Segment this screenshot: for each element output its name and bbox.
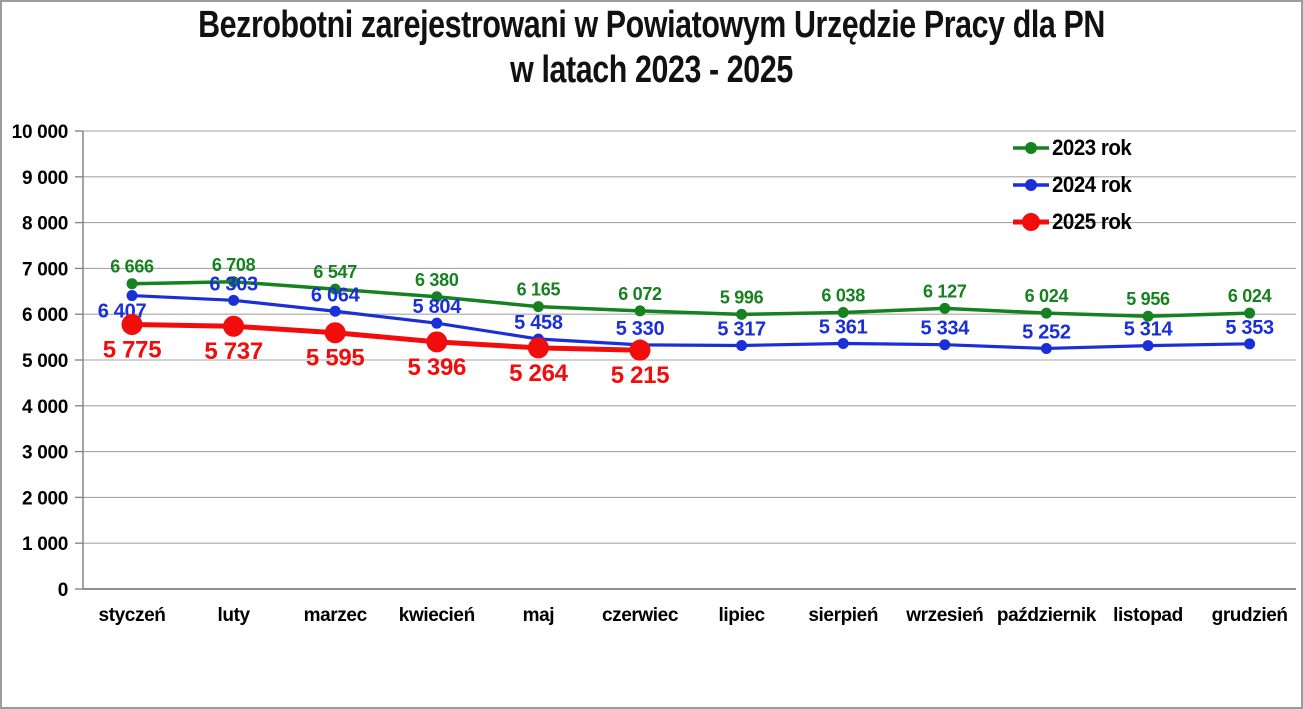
data-label-2023-rok: 6 666 xyxy=(110,257,154,277)
data-label-2023-rok: 6 547 xyxy=(313,262,357,282)
x-axis-label: grudzień xyxy=(1212,605,1288,626)
data-label-2024-rok: 5 317 xyxy=(717,318,766,340)
legend-label: 2023 rok xyxy=(1052,134,1132,160)
x-axis-label: październik xyxy=(997,605,1097,626)
data-point-2023-rok xyxy=(431,291,443,303)
x-axis-label: styczeń xyxy=(99,605,166,626)
data-label-2023-rok: 6 127 xyxy=(923,281,967,301)
data-point-2024-rok xyxy=(126,290,138,302)
legend-marker-line-dot-icon xyxy=(1013,178,1049,191)
data-point-2023-rok xyxy=(228,276,240,288)
data-point-2023-rok xyxy=(1142,310,1154,322)
data-point-2025-rok xyxy=(527,337,549,359)
data-label-2024-rok: 6 064 xyxy=(311,284,361,306)
chart-title-line2: w latach 2023 - 2025 xyxy=(510,49,793,91)
data-label-2024-rok: 5 458 xyxy=(514,312,563,334)
data-point-2024-rok xyxy=(837,337,849,349)
data-label-2024-rok: 5 330 xyxy=(616,318,665,340)
y-axis-label: 6 000 xyxy=(22,305,68,326)
data-label-2023-rok: 6 380 xyxy=(415,270,459,290)
y-axis-label: 0 xyxy=(58,580,68,601)
data-label-2025-rok: 5 737 xyxy=(204,338,263,365)
data-point-2025-rok xyxy=(629,339,651,361)
y-axis-label: 9 000 xyxy=(22,168,68,189)
data-label-2024-rok: 5 252 xyxy=(1022,321,1071,343)
data-label-2023-rok: 6 165 xyxy=(517,280,561,300)
data-label-2024-rok: 5 361 xyxy=(819,316,868,338)
y-axis-label: 5 000 xyxy=(22,351,68,372)
x-axis-label: luty xyxy=(218,605,251,626)
data-point-2025-rok xyxy=(324,322,346,344)
data-point-2023-rok xyxy=(329,283,341,295)
chart-title-line1: Bezrobotni zarejestrowani w Powiatowym U… xyxy=(198,4,1105,46)
data-label-2024-rok: 5 334 xyxy=(921,318,971,340)
data-label-2023-rok: 6 708 xyxy=(212,255,256,275)
data-point-2023-rok xyxy=(634,305,646,317)
data-label-2025-rok: 5 264 xyxy=(509,360,569,387)
x-axis-label: kwiecień xyxy=(399,605,475,626)
chart-legend: 2023 rok 2024 rok 2025 rok xyxy=(1012,129,1137,240)
x-axis-label: listopad xyxy=(1113,605,1183,626)
data-point-2023-rok xyxy=(126,278,138,290)
data-point-2024-rok xyxy=(939,339,951,351)
data-point-2024-rok xyxy=(228,294,240,306)
y-axis-label: 3 000 xyxy=(22,443,68,464)
data-point-2024-rok xyxy=(329,305,341,317)
data-point-2023-rok xyxy=(1040,307,1052,319)
data-point-2024-rok xyxy=(1142,340,1154,352)
data-point-2024-rok xyxy=(736,339,748,351)
x-axis-label: lipiec xyxy=(719,605,766,626)
data-label-2023-rok: 5 956 xyxy=(1126,289,1170,309)
legend-item-2025: 2025 rok xyxy=(1012,203,1137,240)
y-axis-label: 2 000 xyxy=(22,488,68,509)
y-axis-label: 4 000 xyxy=(22,397,68,418)
y-axis-label: 1 000 xyxy=(22,534,68,555)
data-label-2023-rok: 6 072 xyxy=(618,284,662,304)
legend-label: 2025 rok xyxy=(1052,208,1132,234)
legend-item-2024: 2024 rok xyxy=(1012,166,1137,203)
legend-marker-line-dot-icon xyxy=(1013,212,1049,231)
data-label-2025-rok: 5 396 xyxy=(408,354,467,381)
data-point-2023-rok xyxy=(532,301,544,313)
data-label-2024-rok: 6 303 xyxy=(209,273,258,295)
x-axis-label: sierpień xyxy=(808,605,878,626)
data-point-2023-rok xyxy=(1244,307,1256,319)
y-axis-label: 8 000 xyxy=(22,214,68,235)
x-axis-label: marzec xyxy=(304,605,368,626)
chart-title: Bezrobotni zarejestrowani w Powiatowym U… xyxy=(0,3,1303,93)
series-line-2025-rok xyxy=(131,322,641,353)
data-point-2024-rok xyxy=(431,317,443,329)
data-label-2025-rok: 5 775 xyxy=(103,337,162,364)
data-point-2024-rok xyxy=(1040,342,1052,354)
y-axis-label: 10 000 xyxy=(12,122,68,143)
data-label-2025-rok: 5 215 xyxy=(611,362,670,389)
data-label-2024-rok: 5 314 xyxy=(1124,319,1174,341)
x-axis-label: czerwiec xyxy=(602,605,679,626)
legend-marker-line-dot-icon xyxy=(1013,141,1049,154)
series-line-2023-rok xyxy=(131,280,1250,318)
y-axis-label: 7 000 xyxy=(22,259,68,280)
x-axis-label: wrzesień xyxy=(905,605,983,626)
data-point-2024-rok xyxy=(1244,338,1256,350)
data-label-2024-rok: 5 353 xyxy=(1225,317,1274,339)
data-point-2023-rok xyxy=(736,308,748,320)
data-point-2025-rok xyxy=(223,315,245,337)
data-label-2023-rok: 6 038 xyxy=(821,285,865,305)
series-line-2024-rok xyxy=(131,293,1250,351)
data-label-2023-rok: 6 024 xyxy=(1228,286,1272,306)
data-point-2023-rok xyxy=(837,306,849,318)
data-point-2025-rok xyxy=(426,331,448,353)
data-point-2025-rok xyxy=(121,314,143,336)
legend-label: 2024 rok xyxy=(1052,171,1132,197)
data-point-2023-rok xyxy=(939,302,951,314)
data-label-2025-rok: 5 595 xyxy=(306,345,365,372)
data-label-2023-rok: 5 996 xyxy=(720,287,764,307)
data-label-2023-rok: 6 024 xyxy=(1025,286,1069,306)
data-label-2024-rok: 5 804 xyxy=(413,296,463,318)
legend-item-2023: 2023 rok xyxy=(1012,129,1137,166)
x-axis-label: maj xyxy=(523,605,555,626)
